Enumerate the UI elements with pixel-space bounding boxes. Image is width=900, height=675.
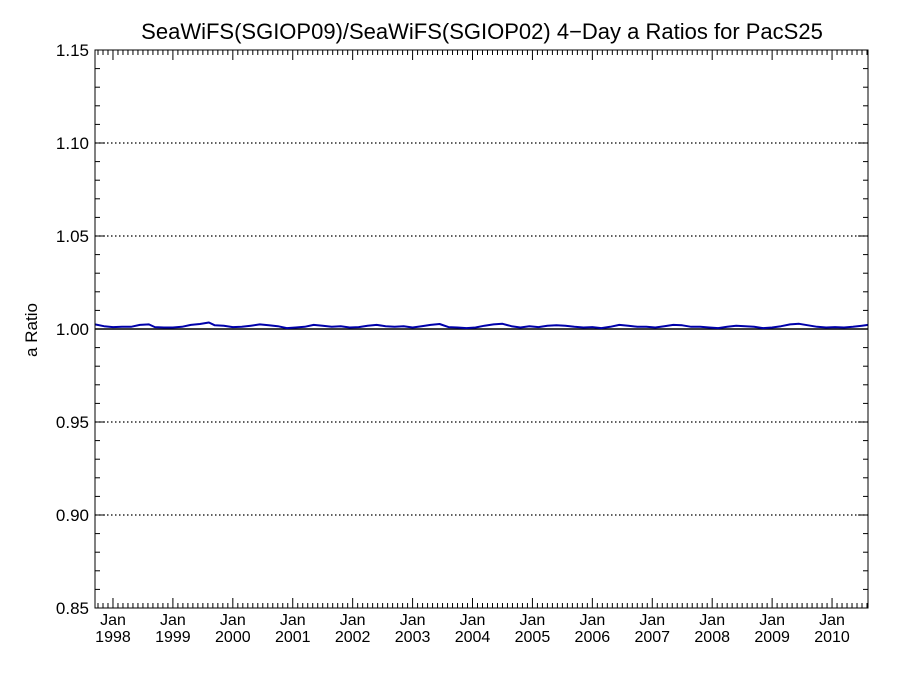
series-group	[94, 321, 869, 330]
x-tick-label-month: Jan	[160, 612, 186, 629]
chart-title: SeaWiFS(SGIOP09)/SeaWiFS(SGIOP02) 4−Day …	[141, 19, 823, 44]
x-tick-label-month: Jan	[579, 612, 605, 629]
gridlines	[95, 142, 868, 516]
x-tick-label-year: 2009	[754, 629, 790, 646]
x-tick-label-year: 2007	[634, 629, 670, 646]
x-tick-labels: Jan1998Jan1999Jan2000Jan2001Jan2002Jan20…	[95, 612, 850, 646]
axis-ticks	[95, 49, 868, 609]
x-tick-label-month: Jan	[220, 612, 246, 629]
x-tick-label-month: Jan	[280, 612, 306, 629]
x-tick-label-year: 2006	[575, 629, 611, 646]
y-tick-label: 0.85	[56, 599, 89, 618]
y-tick-label: 0.95	[56, 413, 89, 432]
x-tick-label-month: Jan	[639, 612, 665, 629]
x-tick-label-year: 2001	[275, 629, 311, 646]
y-tick-labels: 0.85 0.90 0.95 1.00 1.05 1.10 1.15	[56, 41, 89, 618]
x-tick-label-year: 2005	[515, 629, 551, 646]
y-tick-label: 1.05	[56, 227, 89, 246]
plot-frame	[94, 49, 869, 609]
x-tick-label-month: Jan	[699, 612, 725, 629]
x-tick-label-year: 2002	[335, 629, 371, 646]
y-tick-label: 1.10	[56, 134, 89, 153]
x-tick-label-month: Jan	[819, 612, 845, 629]
x-tick-label-year: 2008	[694, 629, 730, 646]
x-tick-label-month: Jan	[400, 612, 426, 629]
x-tick-label-year: 2004	[455, 629, 491, 646]
y-tick-label: 0.90	[56, 506, 89, 525]
x-tick-label-month: Jan	[100, 612, 126, 629]
x-tick-label-month: Jan	[460, 612, 486, 629]
series-line	[94, 321, 869, 330]
y-tick-label: 1.15	[56, 41, 89, 60]
x-tick-label-year: 2003	[395, 629, 431, 646]
x-tick-label-year: 2000	[215, 629, 251, 646]
y-axis-label: a Ratio	[22, 303, 41, 357]
x-tick-label-year: 1998	[95, 629, 131, 646]
x-tick-label-year: 1999	[155, 629, 191, 646]
y-tick-label: 1.00	[56, 320, 89, 339]
x-tick-label-year: 2010	[814, 629, 850, 646]
x-tick-label-month: Jan	[759, 612, 785, 629]
x-tick-label-month: Jan	[340, 612, 366, 629]
x-tick-label-month: Jan	[520, 612, 546, 629]
